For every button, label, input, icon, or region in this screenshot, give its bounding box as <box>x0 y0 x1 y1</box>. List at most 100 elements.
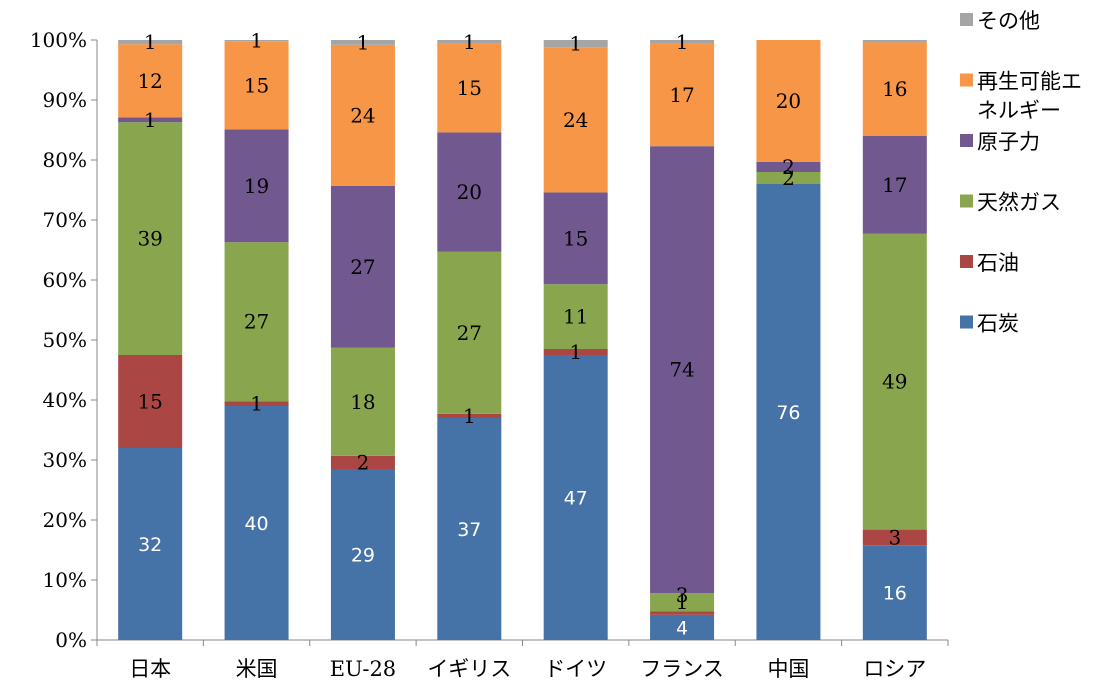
bar-segment <box>330 455 395 469</box>
bar-segment <box>437 413 502 418</box>
data-label: 1 <box>357 30 370 54</box>
bars <box>118 40 927 640</box>
bar-segment <box>118 122 183 355</box>
bar-segment <box>650 40 715 44</box>
bar-segment <box>118 44 183 118</box>
legend-label: 石炭 <box>977 312 1019 336</box>
bar-segment <box>756 161 821 172</box>
bar-segment <box>224 41 289 130</box>
bar-segment <box>543 40 608 48</box>
data-label: 27 <box>350 255 375 279</box>
data-label: 74 <box>669 358 694 382</box>
data-label: 11 <box>563 305 588 329</box>
bar-segment <box>543 284 608 349</box>
data-label: 49 <box>882 370 907 394</box>
bar-segment <box>756 184 821 640</box>
data-label: 1 <box>250 392 263 416</box>
data-label: 1 <box>676 30 689 54</box>
bar-segment <box>862 529 927 546</box>
bar-segment <box>437 43 502 133</box>
x-category-label: ロシア <box>863 657 926 681</box>
legend-label: 原子力 <box>977 130 1040 154</box>
data-label: 40 <box>244 513 268 535</box>
bar-segment <box>543 349 608 355</box>
axes: 0% 10% 20% 30% 40% 50% 60% 70% 80% 90% 100% 日本 米国 EU-… <box>30 28 949 681</box>
data-label: 18 <box>350 390 375 414</box>
data-label: 12 <box>137 69 162 93</box>
data-label: 37 <box>457 519 481 541</box>
legend-swatch <box>960 73 973 87</box>
bar-segment <box>862 233 927 530</box>
data-label: 1 <box>569 340 582 364</box>
data-label: 15 <box>137 390 162 414</box>
data-label: 27 <box>457 321 482 345</box>
y-tick-label: 80% <box>43 148 87 172</box>
data-label: 24 <box>350 103 375 127</box>
bar-segment <box>756 172 821 184</box>
y-tick-label: 100% <box>30 28 87 52</box>
data-label: 1 <box>463 404 476 428</box>
data-label: 47 <box>564 488 588 510</box>
bar-segment <box>118 355 183 448</box>
bar-segment <box>330 44 395 186</box>
legend-item: 天然ガス <box>960 191 1061 215</box>
bar-segment <box>437 40 502 44</box>
y-tick-label: 60% <box>43 268 87 292</box>
bar-segment <box>650 593 715 612</box>
data-label: 15 <box>563 226 588 250</box>
data-label: 17 <box>669 83 694 107</box>
bar-segment <box>650 614 715 640</box>
legend-item: 石炭 <box>960 312 1019 336</box>
bar-segment <box>862 42 927 136</box>
data-label: 2 <box>357 450 370 474</box>
legend-label: 天然ガス <box>977 191 1061 215</box>
bar-segment <box>118 448 183 640</box>
bar-segment <box>224 129 289 243</box>
x-category-label: ドイツ <box>544 657 607 681</box>
data-label: 2 <box>782 155 795 179</box>
data-label: 3 <box>676 583 689 607</box>
x-category-label: EU-28 <box>330 657 396 681</box>
bar-segment <box>650 43 715 147</box>
bar-segment <box>118 40 183 45</box>
bar-segment <box>330 469 395 640</box>
bar-segment <box>543 47 608 193</box>
bar-segment <box>862 136 927 234</box>
bar-segment <box>437 251 502 414</box>
bar-segment <box>330 40 395 45</box>
legend-label: 再生可能エ <box>977 70 1082 94</box>
y-tick-label: 70% <box>43 208 87 232</box>
data-label: 39 <box>137 227 162 251</box>
data-label: 76 <box>776 402 800 424</box>
bar-segment <box>224 242 289 402</box>
y-tick-label: 20% <box>43 508 87 532</box>
data-label: 1 <box>569 32 582 56</box>
y-tick-label: 30% <box>43 448 87 472</box>
legend-swatch <box>960 255 973 268</box>
bar-segment <box>862 545 927 640</box>
data-label: 1 <box>144 108 157 132</box>
bar-segment <box>543 355 608 640</box>
data-label: 19 <box>244 174 269 198</box>
bar-segment <box>330 185 395 348</box>
bar-segment <box>224 40 289 42</box>
bar-segment <box>756 40 821 162</box>
x-category-label: 日本 <box>129 657 171 681</box>
data-label: 4 <box>676 617 688 639</box>
y-tick-label: 10% <box>43 568 87 592</box>
data-label: 16 <box>882 77 907 101</box>
data-label: 29 <box>351 545 375 567</box>
data-labels: 3215391121401271915129218272413712720151… <box>137 29 907 640</box>
bar-segment <box>224 406 289 640</box>
data-label: 2 <box>782 166 795 190</box>
bar-segment <box>862 40 927 43</box>
bar-segment <box>437 418 502 640</box>
legend-label: ネルギー <box>977 99 1061 123</box>
data-label: 1 <box>676 590 689 614</box>
data-label: 1 <box>144 30 157 54</box>
y-tick-label: 90% <box>43 88 87 112</box>
data-label: 1 <box>463 30 476 54</box>
bar-segment <box>650 611 715 615</box>
